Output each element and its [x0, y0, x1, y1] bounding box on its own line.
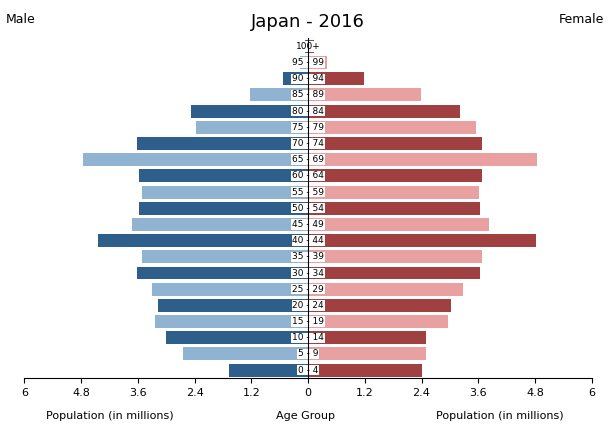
- Text: 10 - 14: 10 - 14: [292, 333, 324, 342]
- Bar: [183, 348, 308, 360]
- Text: 100+: 100+: [296, 42, 320, 51]
- Bar: [308, 40, 314, 53]
- Text: Female: Female: [559, 13, 604, 26]
- Text: 15 - 19: 15 - 19: [292, 317, 324, 326]
- Bar: [308, 88, 420, 102]
- Bar: [142, 250, 308, 264]
- Text: 30 - 34: 30 - 34: [292, 269, 324, 278]
- Bar: [158, 299, 308, 312]
- Bar: [308, 348, 426, 360]
- Bar: [308, 153, 537, 166]
- Text: 20 - 24: 20 - 24: [292, 301, 324, 310]
- Bar: [305, 40, 308, 53]
- Text: Population (in millions): Population (in millions): [46, 411, 174, 421]
- Text: 90 - 94: 90 - 94: [292, 74, 324, 83]
- Bar: [308, 266, 480, 280]
- Bar: [166, 332, 308, 344]
- Bar: [196, 121, 308, 134]
- Bar: [155, 315, 308, 328]
- Text: Age Group: Age Group: [276, 411, 334, 421]
- Bar: [132, 218, 308, 231]
- Text: 70 - 74: 70 - 74: [292, 139, 324, 148]
- Bar: [308, 121, 476, 134]
- Bar: [308, 299, 451, 312]
- Bar: [308, 250, 483, 264]
- Bar: [308, 234, 536, 247]
- Bar: [137, 266, 308, 280]
- Bar: [152, 283, 308, 296]
- Bar: [308, 315, 448, 328]
- Bar: [250, 88, 308, 102]
- Text: 5 - 9: 5 - 9: [298, 349, 318, 358]
- Bar: [139, 202, 308, 215]
- Title: Japan - 2016: Japan - 2016: [251, 13, 365, 31]
- Bar: [308, 72, 364, 85]
- Text: 75 - 79: 75 - 79: [292, 123, 324, 132]
- Bar: [308, 56, 327, 69]
- Bar: [308, 332, 426, 344]
- Text: 95 - 99: 95 - 99: [292, 58, 324, 67]
- Bar: [308, 186, 479, 198]
- Text: 0 - 4: 0 - 4: [298, 366, 318, 375]
- Bar: [84, 153, 308, 166]
- Text: 80 - 84: 80 - 84: [292, 107, 324, 116]
- Text: 60 - 64: 60 - 64: [292, 171, 324, 180]
- Bar: [308, 137, 481, 150]
- Text: 25 - 29: 25 - 29: [292, 285, 324, 294]
- Text: 65 - 69: 65 - 69: [292, 155, 324, 164]
- Bar: [308, 364, 423, 377]
- Bar: [308, 283, 463, 296]
- Text: 40 - 44: 40 - 44: [292, 236, 324, 245]
- Bar: [308, 105, 461, 118]
- Text: Male: Male: [6, 13, 36, 26]
- Bar: [98, 234, 308, 247]
- Text: 45 - 49: 45 - 49: [292, 220, 324, 229]
- Bar: [137, 137, 308, 150]
- Text: 35 - 39: 35 - 39: [292, 252, 324, 261]
- Bar: [229, 364, 308, 377]
- Text: 55 - 59: 55 - 59: [292, 187, 324, 196]
- Bar: [283, 72, 308, 85]
- Bar: [308, 170, 481, 182]
- Bar: [142, 186, 308, 198]
- Bar: [308, 218, 489, 231]
- Text: 50 - 54: 50 - 54: [292, 204, 324, 213]
- Text: Population (in millions): Population (in millions): [436, 411, 564, 421]
- Bar: [192, 105, 308, 118]
- Text: 85 - 89: 85 - 89: [292, 91, 324, 99]
- Bar: [308, 202, 480, 215]
- Bar: [300, 56, 308, 69]
- Bar: [139, 170, 308, 182]
